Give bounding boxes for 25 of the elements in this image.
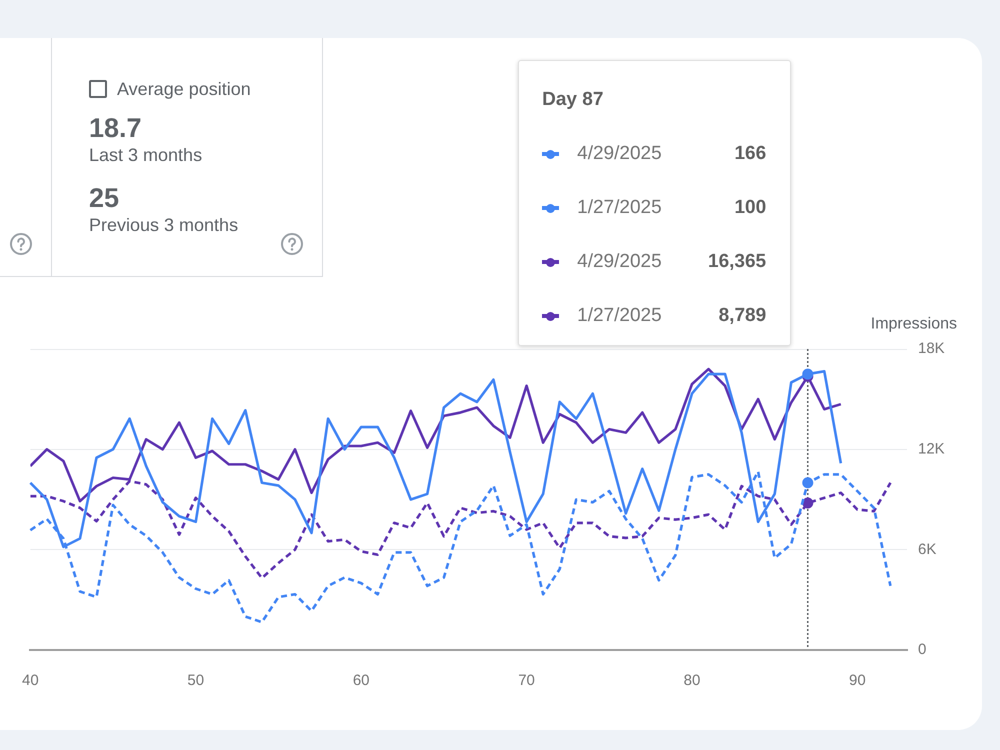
x-tick-label: 50 (187, 672, 204, 690)
legend-label: 1/27/2025 (577, 305, 662, 326)
legend-label: 1/27/2025 (577, 197, 662, 218)
text: Average position (117, 78, 251, 100)
x-tick-label: 80 (684, 672, 700, 690)
data-label: 18.7 (89, 112, 143, 144)
legend-title: Day 87 (542, 89, 604, 110)
text: 100 (734, 197, 766, 218)
y-axis-title: Impressions (870, 315, 957, 332)
legend-label: 4/29/2025 (577, 251, 662, 272)
y-tick-label: 6K (918, 540, 936, 558)
text: 16,365 (708, 251, 766, 272)
text: 8,789 (718, 305, 766, 326)
legend-label: 4/29/2025 (577, 143, 662, 164)
x-tick-label: 60 (352, 672, 370, 690)
y-tick-label: 12K (918, 440, 945, 458)
x-tick-label: 40 (22, 672, 39, 690)
y-tick-label: 0 (918, 641, 926, 658)
x-tick-label: 90 (849, 672, 866, 690)
y-tick-label: 18K (918, 340, 945, 358)
x-tick-label: 70 (518, 672, 535, 690)
category-label: Previous 3 months (89, 215, 238, 235)
data-label: 25 (89, 182, 120, 214)
category-label: Last 3 months (89, 145, 202, 165)
text: 166 (734, 143, 766, 164)
